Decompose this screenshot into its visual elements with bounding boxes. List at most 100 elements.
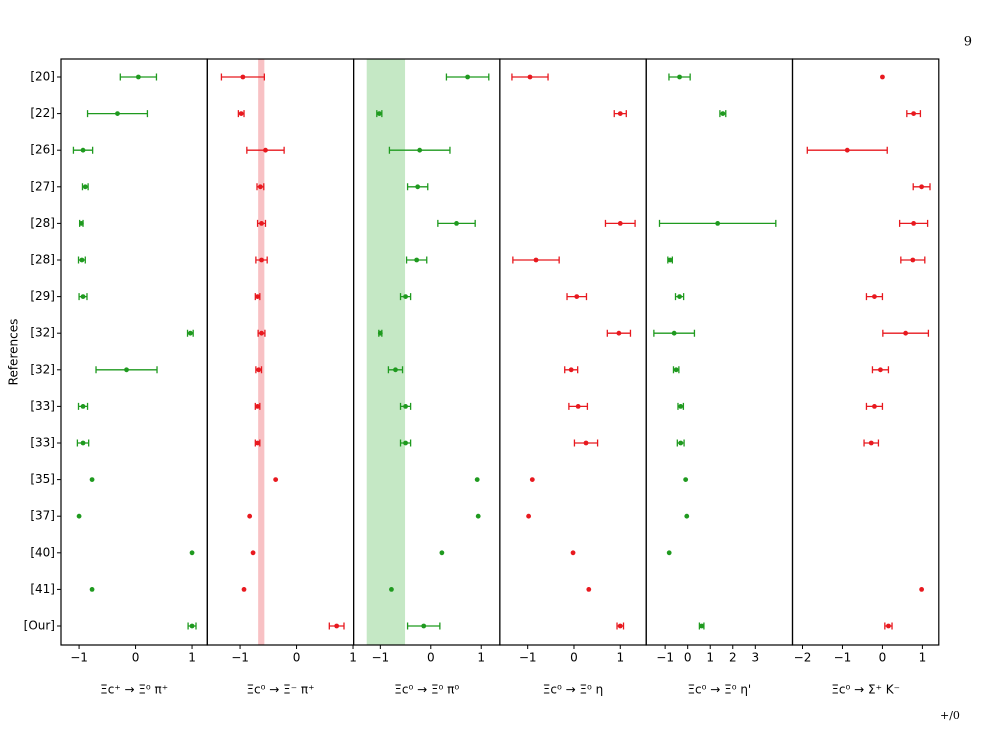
data-point [259,330,264,336]
data-point [533,257,539,263]
data-point [389,587,394,592]
y-tick-label: [28] [30,216,55,230]
data-point [80,404,86,409]
x-tick-label: 1 [349,651,357,665]
x-axis-label: Ξc⁰ → Ξ⁰ η' [687,683,751,697]
data-point [911,111,917,116]
data-point [241,587,247,592]
data-point [76,513,82,519]
data-point [878,367,883,373]
data-point [677,74,682,80]
x-tick-label: 0 [293,651,301,665]
data-point [529,477,535,482]
data-point [255,440,260,446]
y-tick-label: [20] [30,70,55,84]
data-point [257,184,263,190]
panel-frame [499,58,647,646]
data-point [570,550,576,556]
reference-band [366,59,406,645]
data-point [886,623,891,629]
data-point [256,367,262,373]
data-point [187,330,193,336]
data-point [616,330,622,336]
x-tick-label: 0 [427,651,435,665]
data-point [135,74,141,80]
data-point [574,294,580,299]
x-axis-label: Ξc⁰ → Ξ⁰ η [543,683,604,697]
data-point [911,221,917,226]
x-tick-label: 0 [879,651,887,665]
data-point [720,111,726,116]
data-point [666,550,672,556]
data-point [684,513,690,519]
data-point [79,257,85,263]
data-point [115,111,120,116]
x-tick-label: −1 [371,651,389,665]
x-axis-label: Ξc⁰ → Ξ⁻ π⁺ [246,683,314,697]
data-point [255,294,260,299]
data-point [393,367,398,373]
y-tick-label: [35] [30,472,55,486]
data-point [82,184,88,190]
data-point [238,111,244,116]
y-tick-label: [22] [30,106,55,120]
data-point [89,587,95,592]
x-tick-label: −1 [519,651,537,665]
data-point [667,257,673,263]
data-point [919,184,925,190]
data-point [575,404,581,409]
data-point [189,550,195,556]
data-point [475,513,481,519]
data-point [80,294,86,299]
x-tick-label: −1 [70,651,88,665]
x-axis-label: Ξc⁰ → Σ⁺ K⁻ [831,683,900,697]
x-axis-label: Ξc⁰ → Ξ⁰ π⁰ [394,683,459,697]
panel-frame [645,58,794,646]
y-tick-label: [33] [30,399,55,413]
data-point [880,74,885,80]
y-tick-label: [32] [30,326,55,340]
data-point [678,404,684,409]
data-point [527,74,533,80]
data-point [403,404,408,409]
data-point [124,367,129,373]
data-point [189,623,195,629]
data-point [377,330,383,336]
data-point [699,623,705,629]
data-point [872,294,877,299]
data-point [415,184,421,190]
data-point [678,440,684,446]
y-tick-label: [Our] [24,619,55,633]
data-point [250,550,256,556]
data-point [474,477,480,482]
page-number: 9 [964,35,972,50]
x-tick-label: 1 [706,651,714,665]
x-tick-label: −1 [656,651,674,665]
y-tick-label: [33] [30,436,55,450]
data-point [617,623,623,629]
data-point [919,587,925,592]
data-point [80,440,86,446]
data-point [259,221,264,226]
y-tick-label: [37] [30,509,55,523]
y-tick-label: [27] [30,179,55,193]
data-point [872,404,877,409]
data-point [673,367,679,373]
data-point [89,477,95,482]
data-point [80,147,86,153]
data-point [903,330,909,336]
data-point [259,257,264,263]
data-point [255,404,260,409]
data-point [263,147,268,153]
x-tick-label: −2 [794,651,812,665]
x-tick-label: 2 [729,651,737,665]
data-point [868,440,874,446]
data-point [617,111,623,116]
y-tick-label: [41] [30,582,55,596]
y-tick-label: [32] [30,362,55,376]
data-point [683,477,689,482]
data-point [414,257,420,263]
x-tick-label: 1 [616,651,624,665]
x-tick-label: 1 [919,651,927,665]
